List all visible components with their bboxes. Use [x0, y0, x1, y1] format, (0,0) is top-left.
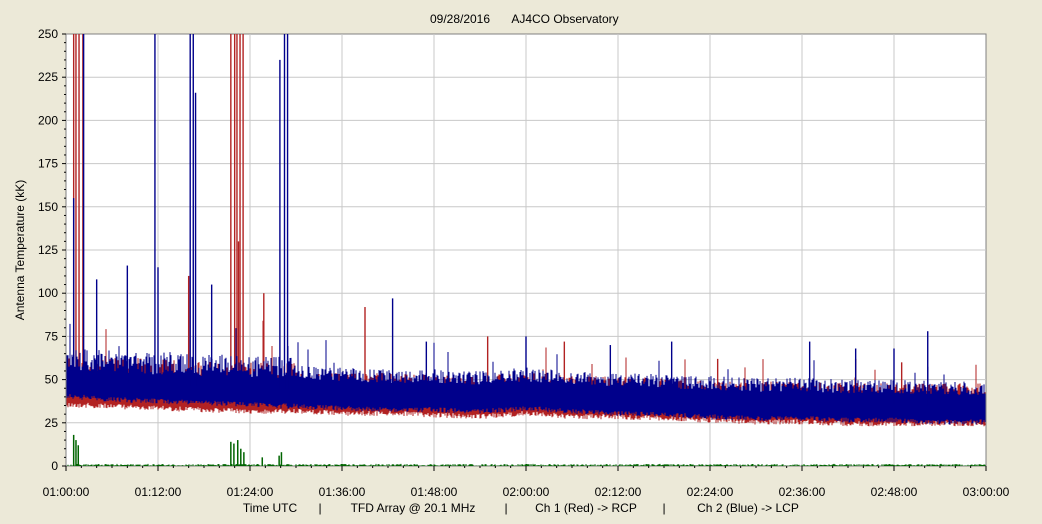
y-tick-label: 200 [38, 113, 58, 127]
y-tick-label: 100 [38, 286, 58, 300]
x-tick-label: 01:00:00 [43, 485, 90, 499]
series-layer [66, 34, 986, 466]
series-lcp [66, 34, 986, 425]
xlabel-sep-3: | [662, 501, 665, 515]
grid-lines [66, 34, 986, 466]
y-tick-label: 175 [38, 157, 58, 171]
y-tick-label: 75 [45, 329, 59, 343]
y-tick-label: 0 [51, 459, 58, 473]
x-axis-label: Time UTC | TFD Array @ 20.1 MHz | Ch 1 (… [243, 501, 799, 515]
xlabel-sep-1: | [318, 501, 321, 515]
series-diff [66, 434, 986, 466]
title-date: 09/28/2016 [430, 12, 490, 26]
y-axis-ticks: 0 25 50 75 100 125 150 175 200 225 250 [38, 27, 66, 473]
xlabel-ch2: Ch 2 (Blue) -> LCP [697, 501, 799, 515]
x-tick-label: 02:00:00 [503, 485, 550, 499]
title-station: AJ4CO Observatory [511, 12, 618, 26]
x-tick-label: 02:48:00 [871, 485, 918, 499]
y-tick-label: 50 [45, 373, 59, 387]
y-tick-label: 150 [38, 200, 58, 214]
x-tick-label: 01:48:00 [411, 485, 458, 499]
y-tick-label: 225 [38, 70, 58, 84]
xlabel-array: TFD Array @ 20.1 MHz [351, 501, 476, 515]
y-axis-label: Antenna Temperature (kK) [13, 180, 27, 321]
series-band [66, 463, 986, 466]
chart-title: 09/28/2016 AJ4CO Observatory [430, 12, 619, 26]
x-tick-label: 03:00:00 [963, 485, 1010, 499]
x-tick-label: 01:12:00 [135, 485, 182, 499]
y-tick-label: 125 [38, 243, 58, 257]
x-tick-label: 02:12:00 [595, 485, 642, 499]
xlabel-time: Time UTC [243, 501, 298, 515]
x-tick-label: 01:24:00 [227, 485, 274, 499]
y-tick-label: 25 [45, 416, 59, 430]
xlabel-ch1: Ch 1 (Red) -> RCP [535, 501, 637, 515]
x-tick-label: 02:36:00 [779, 485, 826, 499]
y-tick-label: 250 [38, 27, 58, 41]
xlabel-sep-2: | [504, 501, 507, 515]
x-tick-label: 01:36:00 [319, 485, 366, 499]
x-tick-label: 02:24:00 [687, 485, 734, 499]
x-axis-ticks: 01:00:00 01:12:00 01:24:00 01:36:00 01:48:00… [43, 466, 1010, 499]
series-band [66, 323, 986, 425]
